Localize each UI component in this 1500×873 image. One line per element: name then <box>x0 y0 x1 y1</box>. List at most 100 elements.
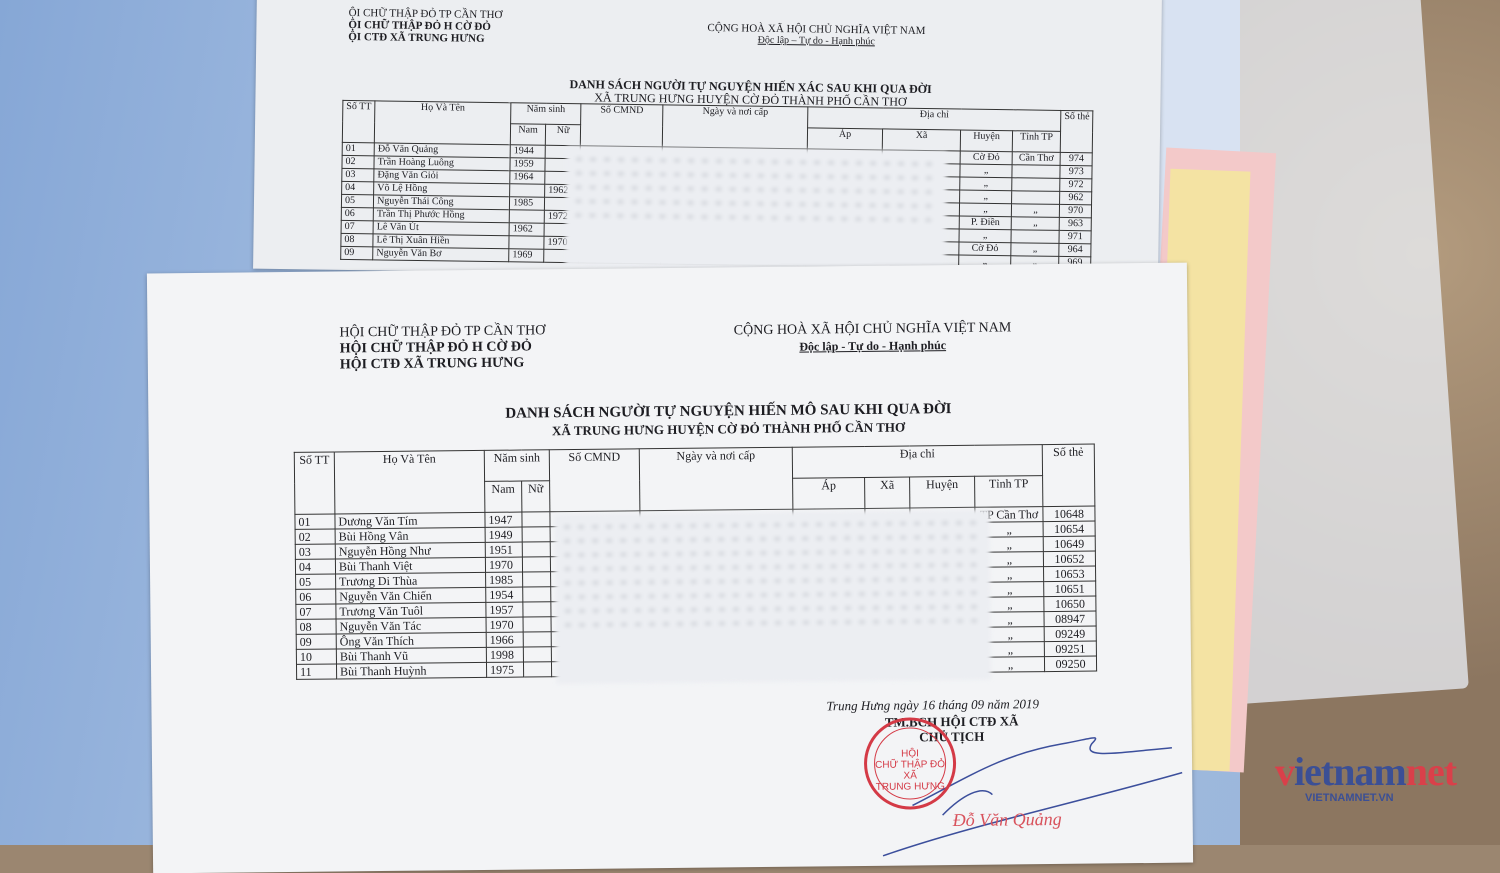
birth-year-male: 1998 <box>486 647 524 663</box>
province <box>1011 229 1060 244</box>
birth-year-male: 1947 <box>484 512 523 528</box>
stamp-text: TRUNG HƯNG <box>875 781 945 793</box>
province: „ <box>1011 216 1060 231</box>
district: „ <box>959 177 1013 191</box>
birth-year-male: 1954 <box>485 587 523 603</box>
full-name: Lê Thị Xuân Hiền <box>372 233 510 249</box>
org-line: HỘI CTĐ XÃ TRUNG HƯNG <box>339 355 525 373</box>
country-name: CỘNG HOÀ XÃ HỘI CHỦ NGHĨA VIỆT NAM <box>733 320 1012 339</box>
column-header: Huyện <box>909 476 975 508</box>
column-header: Số CMND <box>549 448 640 512</box>
full-name: Lê Văn Út <box>373 220 510 236</box>
back-national-header: CỘNG HOÀ XÃ HỘI CHỦ NGHĨA VIỆT NAM Độc l… <box>686 22 946 50</box>
full-name: Bùi Hồng Vân <box>335 527 486 545</box>
row-number: 09 <box>340 246 373 260</box>
row-number: 06 <box>295 589 336 605</box>
birth-year-female <box>523 646 552 663</box>
row-number: 08 <box>296 619 337 635</box>
row-number: 05 <box>341 194 374 208</box>
card-number: 971 <box>1059 230 1092 244</box>
district: „ <box>959 229 1012 243</box>
row-number: 02 <box>295 529 336 545</box>
full-name: Trương Văn Tuôl <box>335 602 487 620</box>
column-header: Họ Và Tên <box>374 100 512 145</box>
card-number: 10653 <box>1043 566 1096 582</box>
province: „ <box>1010 242 1060 257</box>
birth-year-male: 1970 <box>486 617 524 633</box>
redacted-personal-info <box>565 146 947 272</box>
full-name: Trần Thị Phước Hồng <box>373 207 510 223</box>
stamp-text: HỘI <box>901 748 919 760</box>
column-header: Nam <box>510 123 546 146</box>
motto: Độc lập - Tự do - Hạnh phúc <box>799 338 947 354</box>
birth-year-male: 1962 <box>509 222 545 237</box>
org-line: ỘI CTĐ XÃ TRUNG HƯNG <box>348 30 485 45</box>
column-header: Tỉnh TP <box>974 475 1043 508</box>
row-number: 06 <box>341 207 374 221</box>
row-number: 11 <box>296 663 337 680</box>
district: Cờ Đỏ <box>960 151 1013 165</box>
province <box>1011 190 1060 205</box>
card-number: 10648 <box>1042 506 1096 522</box>
card-number: 09249 <box>1044 626 1097 642</box>
district: Cờ Đỏ <box>958 242 1012 256</box>
birth-year-female <box>523 616 552 633</box>
front-title: DANH SÁCH NGƯỜI TỰ NGUYỆN HIẾN MÔ SAU KH… <box>408 400 1048 441</box>
card-number: 10651 <box>1043 581 1096 597</box>
row-number: 01 <box>294 514 336 530</box>
birth-year-female <box>522 601 552 618</box>
district: „ <box>959 203 1012 217</box>
district: „ <box>960 164 1013 178</box>
column-header: Năm sinh <box>484 449 550 482</box>
province <box>1011 177 1061 192</box>
province <box>1012 164 1061 179</box>
signer-name: Đỗ Văn Quảng <box>952 808 1062 831</box>
card-number: 973 <box>1060 165 1093 179</box>
row-number: 05 <box>295 574 336 590</box>
full-name: Bùi Thanh Vũ <box>336 647 487 664</box>
card-number: 08947 <box>1043 611 1097 627</box>
district: „ <box>959 190 1012 204</box>
row-number: 10 <box>296 648 337 665</box>
column-header: Nữ <box>545 124 581 146</box>
birth-year-male <box>509 209 545 224</box>
birth-year-male: 1969 <box>508 248 544 263</box>
birth-year-male: 1985 <box>485 572 523 588</box>
full-name: Đỗ Văn Quảng <box>374 142 511 158</box>
row-number: 03 <box>295 544 336 560</box>
full-name: Đặng Văn Giỏi <box>373 168 511 184</box>
row-number: 07 <box>341 220 374 234</box>
birth-year-male: 1959 <box>510 157 546 172</box>
card-number: 970 <box>1059 204 1092 218</box>
birth-year-male: 1985 <box>509 196 545 211</box>
front-document: HỘI CHỮ THẬP ĐỎ TP CẦN THƠ HỘI CHỮ THẬP … <box>146 262 1194 873</box>
full-name: Bùi Thanh Huỳnh <box>336 662 487 679</box>
front-org-header: HỘI CHỮ THẬP ĐỎ TP CẦN THƠ HỘI CHỮ THẬP … <box>339 323 545 373</box>
full-name: Nguyễn Văn Bơ <box>372 246 509 262</box>
birth-year-female <box>522 541 551 558</box>
birth-year-female <box>522 556 551 573</box>
stamp-text: XÃ <box>903 770 917 782</box>
row-number: 08 <box>340 233 374 247</box>
card-number: 962 <box>1059 191 1093 205</box>
card-number: 09250 <box>1044 656 1097 672</box>
card-number: 974 <box>1060 152 1093 166</box>
full-name: Nguyễn Văn Tác <box>336 617 487 634</box>
handwritten-signature <box>882 737 1183 857</box>
red-seal-stamp: HỘI CHỮ THẬP ĐỎ XÃ TRUNG HƯNG <box>863 717 957 810</box>
birth-year-male: 1957 <box>485 602 524 618</box>
card-number: 963 <box>1059 217 1092 231</box>
back-document: ỘI CHỮ THẬP ĐỎ TP CẦN THƠ ỘI CHỮ THẬP ĐỎ… <box>253 0 1162 282</box>
full-name: Ông Văn Thích <box>336 632 487 649</box>
vietnamnet-watermark: vietnamnet VIETNAMNET.VN <box>1275 749 1457 805</box>
card-number: 972 <box>1059 178 1093 192</box>
column-header: Nữ <box>521 480 550 513</box>
birth-year-female <box>523 661 552 678</box>
row-number: 04 <box>341 181 374 195</box>
card-number: 10652 <box>1043 551 1096 567</box>
full-name: Dương Văn Tím <box>334 512 486 530</box>
province: „ <box>1011 203 1060 218</box>
birth-year-female <box>522 571 551 588</box>
birth-year-female <box>522 526 551 543</box>
birth-year-male: 1944 <box>510 144 546 159</box>
